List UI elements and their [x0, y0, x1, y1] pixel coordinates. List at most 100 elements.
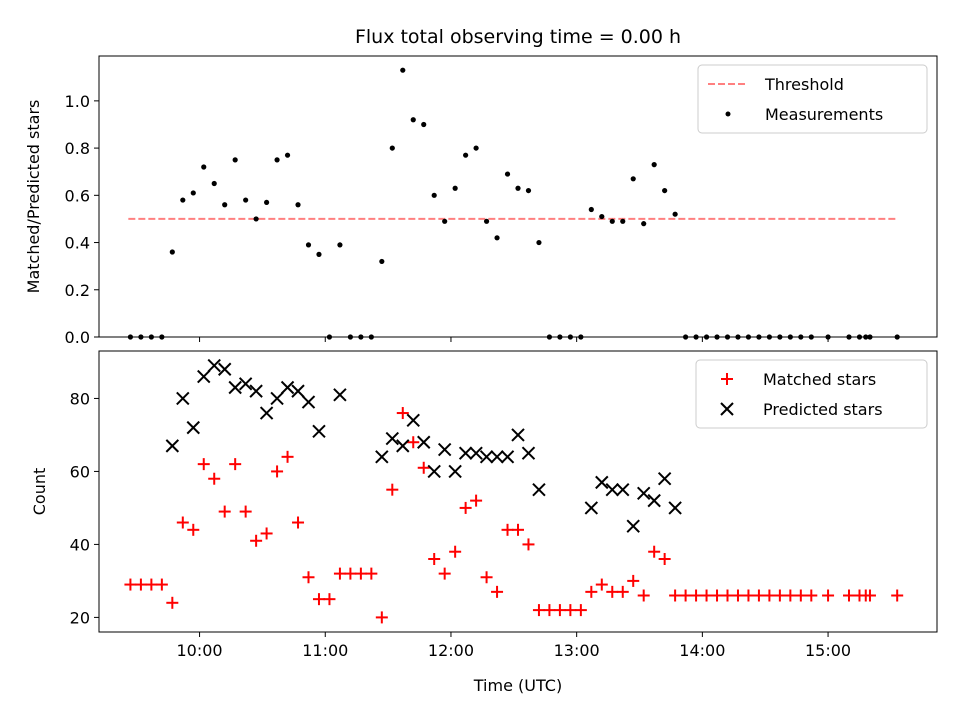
- bottom-y-axis-label: Count: [30, 468, 49, 516]
- measurements-point: [274, 157, 280, 163]
- measurements-point: [651, 162, 657, 168]
- measurements-point: [515, 185, 521, 191]
- bottom-x-tick-label: 14:00: [679, 641, 725, 660]
- measurements-point: [295, 202, 301, 208]
- matched-stars-point: [354, 567, 367, 580]
- measurements-point: [473, 145, 479, 151]
- top-y-tick-label: 0.2: [65, 281, 90, 300]
- bottom-x-tick-label: 11:00: [302, 641, 348, 660]
- matched-stars-point: [843, 589, 856, 602]
- measurements-point: [421, 121, 427, 128]
- predicted-stars-point: [270, 391, 284, 406]
- matched-stars-point: [260, 527, 273, 540]
- bottom-y-tick-label: 20: [70, 608, 90, 627]
- measurements-point: [180, 197, 186, 203]
- top-y-axis-label: Matched/Predicted stars: [24, 100, 43, 294]
- measurements-point: [609, 218, 615, 224]
- measurements-point: [211, 180, 217, 187]
- matched-stars-point: [438, 567, 451, 580]
- matched-stars-point: [344, 567, 357, 580]
- predicted-stars-point: [448, 464, 462, 479]
- legend-threshold-label: Threshold: [764, 75, 844, 94]
- matched-stars-point: [396, 407, 409, 420]
- predicted-stars-point: [616, 482, 630, 497]
- measurements-point: [190, 190, 196, 196]
- matched-stars-point: [690, 589, 703, 602]
- predicted-stars-point: [217, 362, 232, 376]
- bottom-x-tick-label: 12:00: [428, 641, 474, 660]
- bottom-y-axis: 20 40 60 80: [70, 389, 99, 627]
- measurements-point: [463, 152, 469, 158]
- matched-stars-point: [166, 596, 179, 609]
- matched-stars-point: [669, 589, 682, 602]
- x-axis-label: Time (UTC): [473, 676, 562, 695]
- matched-stars-point: [250, 534, 263, 547]
- predicted-stars-point: [301, 395, 316, 409]
- measurements-point: [620, 218, 626, 224]
- matched-stars-point: [648, 545, 661, 558]
- matched-stars-point: [522, 538, 535, 551]
- predicted-stars-point: [532, 482, 546, 497]
- bottom-plot-data: [124, 358, 904, 624]
- predicted-stars-point: [375, 450, 389, 464]
- measurements-point: [525, 187, 532, 194]
- measurements-point: [400, 67, 406, 73]
- top-y-tick-label: 0.8: [65, 139, 90, 158]
- measurements-point: [305, 242, 312, 248]
- bottom-y-tick-label: 40: [70, 535, 90, 554]
- matched-stars-point: [752, 589, 765, 602]
- matched-stars-point: [134, 578, 147, 591]
- predicted-stars-point: [657, 472, 672, 486]
- predicted-stars-point: [385, 431, 400, 446]
- matched-stars-point: [805, 589, 818, 602]
- measurements-point: [494, 235, 500, 241]
- matched-stars-point: [470, 494, 483, 507]
- matched-stars-point: [302, 571, 315, 584]
- matched-stars-point: [281, 450, 294, 463]
- predicted-stars-point: [647, 493, 661, 508]
- matched-stars-point: [501, 523, 514, 536]
- top-legend: Threshold Measurements: [697, 64, 928, 134]
- predicted-stars-point: [458, 446, 473, 460]
- bottom-x-tick-label: 10:00: [177, 641, 223, 660]
- bottom-legend: Matched stars Predicted stars: [695, 359, 928, 429]
- legend-predicted-swatch: [720, 402, 734, 416]
- matched-stars-point: [480, 571, 493, 584]
- top-legend-box: [697, 64, 928, 134]
- predicted-stars-point: [291, 384, 305, 398]
- measurements-point: [264, 199, 270, 206]
- matched-stars-point: [700, 589, 713, 602]
- matched-stars-point: [239, 505, 252, 518]
- bottom-y-tick-label: 60: [70, 462, 90, 481]
- matched-stars-point: [595, 578, 608, 591]
- predicted-stars-point: [500, 450, 515, 464]
- measurements-point: [316, 251, 322, 257]
- legend-measurements-label: Measurements: [765, 105, 883, 124]
- measurements-point: [389, 145, 395, 151]
- measurements-point: [641, 221, 647, 227]
- matched-stars-point: [449, 545, 462, 558]
- legend-predicted-label: Predicted stars: [763, 400, 883, 419]
- bottom-x-tick-label: 13:00: [554, 641, 600, 660]
- predicted-stars-point: [197, 369, 211, 384]
- matched-stars-point: [386, 483, 399, 496]
- matched-stars-point: [891, 589, 904, 602]
- predicted-stars-point: [406, 413, 420, 428]
- matched-stars-point: [553, 604, 566, 617]
- matched-stars-point: [711, 589, 724, 602]
- matched-stars-point: [784, 589, 797, 602]
- predicted-stars-point: [584, 501, 599, 515]
- measurements-point: [253, 216, 259, 222]
- matched-stars-point: [543, 604, 556, 617]
- measurements-point: [243, 197, 249, 203]
- matched-stars-point: [229, 458, 242, 471]
- top-y-tick-label: 0.4: [65, 234, 90, 253]
- matched-stars-point: [512, 523, 524, 536]
- measurements-point: [630, 176, 636, 182]
- predicted-stars-point: [636, 486, 651, 501]
- matched-stars-point: [574, 604, 587, 617]
- bottom-x-axis: 10:00 11:00 12:00 13:00 14:00 15:00: [177, 632, 851, 660]
- predicted-stars-point: [312, 424, 326, 438]
- matched-stars-point: [187, 523, 200, 536]
